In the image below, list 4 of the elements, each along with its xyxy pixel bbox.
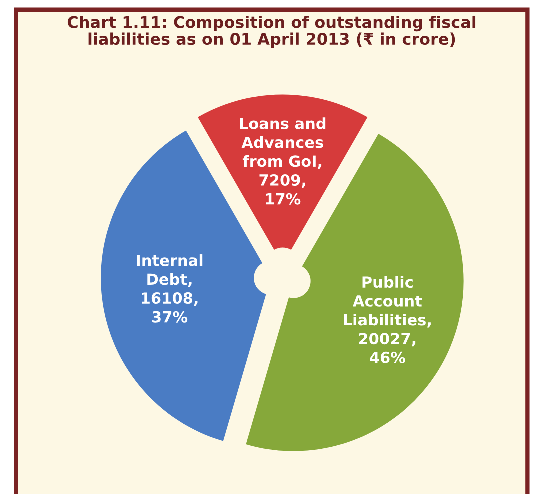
slice-label: Loans and Advances from GoI, 7209, 17% [240,118,326,205]
slice-label: Internal Debt, 16108, 37% [137,254,203,323]
chart-title: Chart 1.11: Composition of outstanding fiscal liabilities as on 01 April 2013 (₹ in crore) [68,16,476,48]
slice-label: Public Account Liabilities, 20027, 46% [344,276,431,364]
